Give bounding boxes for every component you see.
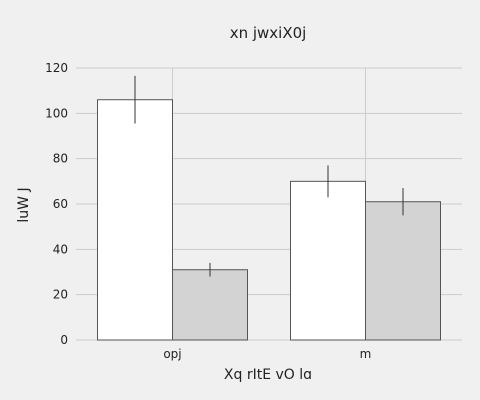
y-axis-ticks: 0 20 40 60 80 100 120 <box>45 61 68 347</box>
bar <box>365 201 441 341</box>
x-axis-ticks: opj m <box>163 347 371 361</box>
x-tick-label: opj <box>163 347 181 361</box>
y-tick-label: 120 <box>45 61 68 75</box>
y-tick-label: 20 <box>53 288 68 302</box>
y-tick-label: 80 <box>53 152 68 166</box>
y-tick-label: 60 <box>53 197 68 211</box>
bar <box>290 180 366 341</box>
error-bars <box>134 75 404 277</box>
bars <box>97 99 441 341</box>
y-tick-label: 100 <box>45 106 68 120</box>
chart-title: xn jwxiX0j <box>230 24 307 42</box>
y-tick-label: 0 <box>60 333 68 347</box>
y-tick-label: 40 <box>53 242 68 256</box>
bar <box>172 269 248 341</box>
y-axis-label: luW J <box>16 187 32 222</box>
x-tick-label: m <box>360 347 372 361</box>
bar <box>97 99 173 341</box>
x-axis-label: Xq rItE vO lɑ <box>224 367 312 383</box>
